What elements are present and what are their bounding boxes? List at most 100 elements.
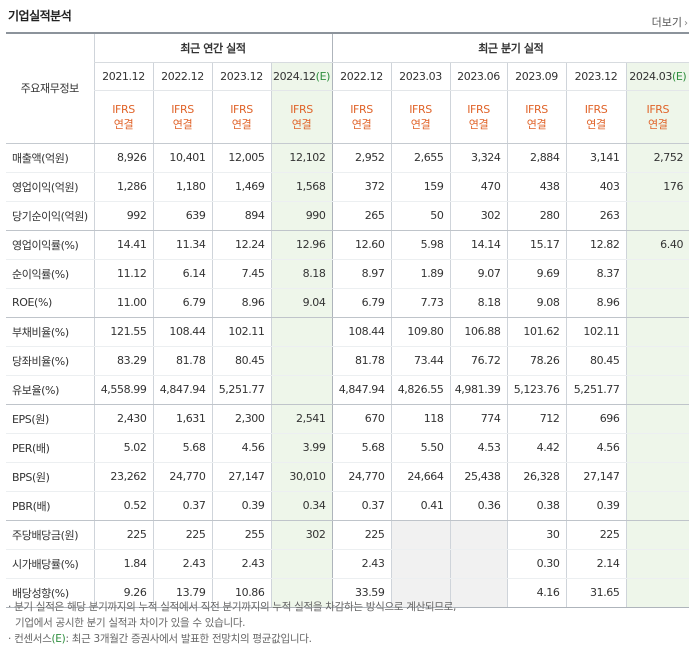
date-header: 2023.03 <box>390 62 450 91</box>
table-cell: 4,826.55 <box>390 375 450 405</box>
table-cell: 1.89 <box>390 259 450 289</box>
annual-header: 최근 연간 실적 <box>93 32 332 63</box>
table-cell: 80.45 <box>211 346 271 376</box>
table-cell: 255 <box>211 520 271 550</box>
ifrs-header: IFRS 연결 <box>565 90 626 144</box>
row-label: 영업이익(억원) <box>6 172 94 202</box>
table-cell: 26,328 <box>506 462 566 492</box>
row-label: 유보율(%) <box>6 375 94 405</box>
table-row: ROE(%) 11.00 6.79 8.96 9.04 6.79 7.73 8.18 9.08 8… <box>6 288 690 318</box>
date-header-estimate: 2024.03(E) <box>625 62 690 91</box>
table-cell: 372 <box>331 172 391 202</box>
table-cell: 696 <box>565 404 626 434</box>
table-cell: 2,300 <box>211 404 271 434</box>
row-label: 영업이익률(%) <box>6 230 94 260</box>
consolidated-label: 연결 <box>113 117 134 131</box>
table-row: PBR(배) 0.52 0.37 0.39 0.34 0.37 0.41 0.36 0.38 0.… <box>6 491 690 521</box>
ifrs-header: IFRS 연결 <box>93 90 153 144</box>
row-label: ROE(%) <box>6 288 94 318</box>
table-cell: 24,770 <box>331 462 391 492</box>
table-row: 영업이익률(%) 14.41 11.34 12.24 12.96 12.60 5.98 14.… <box>6 230 690 260</box>
table-cell: 9.69 <box>506 259 566 289</box>
table-cell: 0.34 <box>270 491 332 521</box>
table-row: 순이익률(%) 11.12 6.14 7.45 8.18 8.97 1.89 9.07 9.69… <box>6 259 690 289</box>
table-cell: 78.26 <box>506 346 566 376</box>
table-cell: 25,438 <box>449 462 507 492</box>
table-cell: 118 <box>390 404 450 434</box>
table-cell <box>449 549 507 579</box>
table-cell <box>625 578 690 608</box>
table-row: 영업이익(억원) 1,286 1,180 1,469 1,568 372 159 470 438… <box>6 172 690 202</box>
table-cell: 6.14 <box>152 259 212 289</box>
consolidated-label: 연결 <box>526 117 547 131</box>
table-cell <box>625 201 690 231</box>
row-label: 주당배당금(원) <box>6 520 94 550</box>
table-cell: 108.44 <box>331 317 391 347</box>
table-cell: 30,010 <box>270 462 332 492</box>
date-header: 2021.12 <box>93 62 153 91</box>
table-row: EPS(원) 2,430 1,631 2,300 2,541 670 118 774 712 69… <box>6 404 690 434</box>
table-cell: 5,123.76 <box>506 375 566 405</box>
table-cell: 4.42 <box>506 433 566 463</box>
table-cell: 2,884 <box>506 143 566 173</box>
table-cell: 265 <box>331 201 391 231</box>
footnotes: · 분기 실적은 해당 분기까지의 누적 실적에서 직전 분기까지의 누적 실적… <box>8 599 456 647</box>
table-cell: 6.79 <box>152 288 212 318</box>
table-cell <box>625 433 690 463</box>
table-cell: 4.53 <box>449 433 507 463</box>
table-cell: 15.17 <box>506 230 566 260</box>
corner-header: 주요재무정보 <box>6 32 94 144</box>
consolidated-label: 연결 <box>231 117 252 131</box>
table-cell: 403 <box>565 172 626 202</box>
table-cell: 33.59 <box>331 578 391 608</box>
more-link[interactable]: 더보기 › <box>652 14 688 30</box>
table-cell: 27,147 <box>565 462 626 492</box>
table-cell: 101.62 <box>506 317 566 347</box>
consolidated-label: 연결 <box>172 117 193 131</box>
ifrs-label: IFRS <box>290 102 313 116</box>
table-cell <box>625 259 690 289</box>
section-title: 기업실적분석 <box>8 9 72 23</box>
table-cell: 302 <box>449 201 507 231</box>
table-cell: 81.78 <box>331 346 391 376</box>
row-label: 매출액(억원) <box>6 143 94 173</box>
table-row: 당기순이익(억원) 992 639 894 990 265 50 302 280 263 <box>6 201 690 231</box>
table-cell: 2,655 <box>390 143 450 173</box>
table-cell <box>390 520 450 550</box>
table-cell: 1,286 <box>93 172 153 202</box>
date-estimate-text: 2024.12(E) <box>272 69 331 83</box>
table-cell: 8.96 <box>565 288 626 318</box>
table-cell: 12,102 <box>270 143 332 173</box>
table-row: 유보율(%) 4,558.99 4,847.94 5,251.77 4,847.94 4,… <box>6 375 690 405</box>
table-cell: 6.79 <box>331 288 391 318</box>
table-cell: 4.56 <box>211 433 271 463</box>
table-cell: 4.56 <box>565 433 626 463</box>
table-row: 부채비율(%) 121.55 108.44 102.11 108.44 109.80 106… <box>6 317 690 347</box>
consolidated-label: 연결 <box>351 117 372 131</box>
table-cell: 6.40 <box>625 230 690 260</box>
row-label: EPS(원) <box>6 404 94 434</box>
table-cell: 12.24 <box>211 230 271 260</box>
table-cell: 81.78 <box>152 346 212 376</box>
table-cell: 225 <box>93 520 153 550</box>
table-cell: 0.41 <box>390 491 450 521</box>
table-cell <box>449 520 507 550</box>
table-cell: 225 <box>331 520 391 550</box>
table-row: BPS(원) 23,262 24,770 27,147 30,010 24,770 24,6… <box>6 462 690 492</box>
table-cell: 670 <box>331 404 391 434</box>
table-cell: 73.44 <box>390 346 450 376</box>
date-estimate-text: 2024.03(E) <box>629 69 687 83</box>
table-cell: 0.37 <box>152 491 212 521</box>
table-row: 주당배당금(원) 225 225 255 302 225 30 225 <box>6 520 690 550</box>
table-cell: 8.37 <box>565 259 626 289</box>
table-cell <box>625 491 690 521</box>
table-cell: 50 <box>390 201 450 231</box>
ifrs-label: IFRS <box>112 102 135 116</box>
table-cell: 5.98 <box>390 230 450 260</box>
table-cell <box>270 578 332 608</box>
ifrs-label: IFRS <box>171 102 194 116</box>
table-cell: 225 <box>152 520 212 550</box>
table-cell: 2.43 <box>152 549 212 579</box>
table-row: 매출액(억원) 8,926 10,401 12,005 12,102 2,952 2,655… <box>6 143 690 173</box>
row-label: 시가배당률(%) <box>6 549 94 579</box>
